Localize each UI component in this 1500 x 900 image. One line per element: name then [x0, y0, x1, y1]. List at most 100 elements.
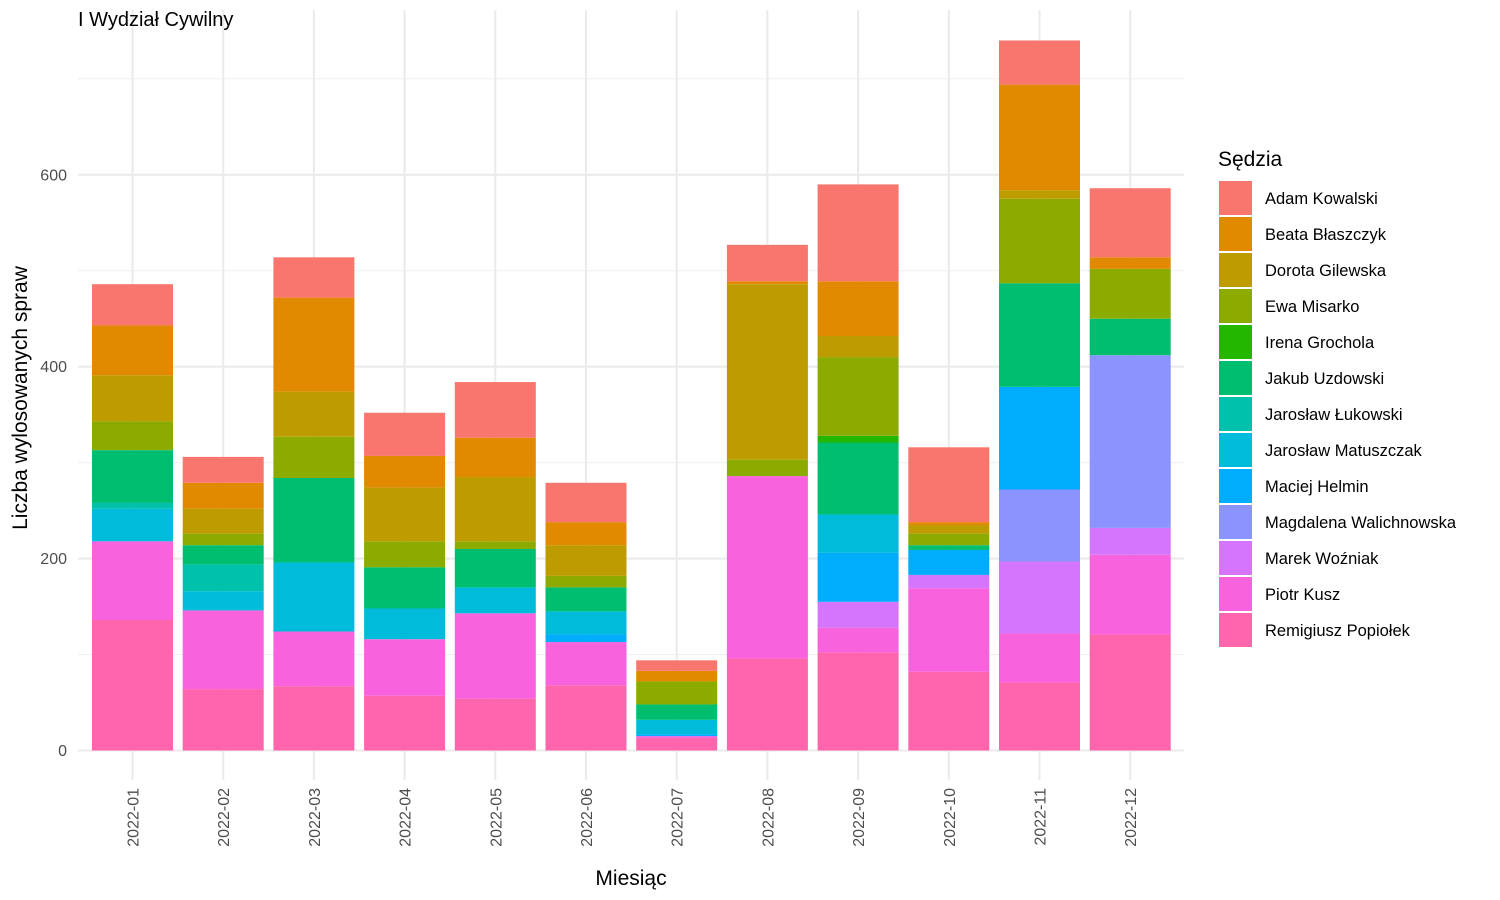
legend-label: Irena Grochola [1265, 334, 1375, 352]
bar-segment: 2022-10 – Marek Woźniak: 14 [908, 574, 990, 589]
bar-segment: 2022-03 – Piotr Kusz: 57 [273, 631, 355, 687]
bar-segment: 2022-12 – Magdalena Walichnowska: 180 [1089, 355, 1171, 528]
bar-segment: 2022-11 – Ewa Misarko: 88 [999, 198, 1080, 284]
bar-segment: 2022-07 – Piotr Kusz: 2 [636, 736, 718, 739]
bar-segment: 2022-10 – Dorota Gilewska: 9 [908, 525, 990, 534]
legend-label: Ewa Misarko [1265, 298, 1359, 316]
legend-items: Adam Kowalski Beata Błaszczyk Dorota Gilew… [1219, 181, 1457, 647]
bar-segment: 2022-08 – Adam Kowalski: 38 [726, 244, 808, 282]
bar-segment: 2022-09 – Dorota Gilewska: 22 [817, 335, 899, 358]
x-tick-label: 2022-02 [216, 788, 233, 847]
bar-segment: 2022-03 – Jarosław Matuszczak: 72 [273, 562, 355, 632]
y-tick-label: 600 [40, 167, 67, 184]
legend-label: Adam Kowalski [1265, 190, 1378, 208]
bar-segment: 2022-09 – Maciej Helmin: 51 [817, 552, 899, 602]
bar-segment: 2022-05 – Dorota Gilewska: 67 [454, 477, 536, 542]
bar-segment: 2022-05 – Jakub Uzdowski: 40 [454, 549, 536, 588]
bar-segment: 2022-04 – Remigiusz Popiołek: 57 [364, 695, 446, 751]
y-tick-label: 400 [40, 359, 67, 376]
bar-segment: 2022-02 – Dorota Gilewska: 26 [182, 508, 264, 534]
bar-segment: 2022-05 – Ewa Misarko: 8 [454, 541, 536, 550]
bar-segment: 2022-04 – Adam Kowalski: 45 [364, 412, 446, 456]
y-tick-label: 0 [58, 743, 67, 760]
bar-segment: 2022-01 – Ewa Misarko: 30 [92, 421, 173, 451]
bar-segment: 2022-09 – Jarosław Matuszczak: 40 [817, 514, 899, 553]
legend-label: Piotr Kusz [1265, 586, 1340, 604]
bar-segment: 2022-10 – Jakub Uzdowski: 5 [908, 545, 990, 550]
bar-segment: 2022-09 – Adam Kowalski: 101 [817, 184, 899, 282]
bar-segment: 2022-01 – Dorota Gilewska: 48 [92, 375, 173, 422]
legend-label: Remigiusz Popiołek [1265, 622, 1411, 640]
bar-segment: 2022-11 – Maciej Helmin: 107 [999, 386, 1080, 490]
legend-label: Jarosław Matuszczak [1265, 442, 1423, 460]
bar-segment: 2022-01 – Jarosław Matuszczak: 34 [92, 508, 173, 542]
legend-label: Magdalena Walichnowska [1265, 514, 1457, 532]
bar-segment: 2022-09 – Jakub Uzdowski: 75 [817, 442, 899, 515]
bar-segment: 2022-10 – Adam Kowalski: 78 [908, 447, 990, 523]
bar-segment: 2022-04 – Jakub Uzdowski: 43 [364, 567, 446, 609]
bar-segment: 2022-12 – Adam Kowalski: 72 [1089, 188, 1171, 258]
bar-segment: 2022-02 – Jakub Uzdowski: 20 [182, 545, 264, 565]
bar-segment: 2022-05 – Piotr Kusz: 89 [454, 613, 536, 699]
y-tick-label: 200 [40, 551, 67, 568]
bar-segment: 2022-04 – Ewa Misarko: 27 [364, 541, 446, 568]
bar-segment: 2022-07 – Adam Kowalski: 11 [636, 660, 718, 671]
chart-title: I Wydział Cywilny [78, 9, 233, 31]
bar-segment: 2022-04 – Beata Błaszczyk: 33 [364, 455, 446, 488]
bar-segment: 2022-01 – Piotr Kusz: 82 [92, 541, 173, 621]
bar-segment: 2022-12 – Remigiusz Popiołek: 121 [1089, 634, 1171, 751]
x-tick-label: 2022-10 [942, 788, 959, 847]
bar-segment: 2022-10 – Ewa Misarko: 12 [908, 533, 990, 546]
bar-segment: 2022-06 – Piotr Kusz: 45 [545, 642, 627, 686]
bar-segment: 2022-10 – Maciej Helmin: 26 [908, 549, 990, 575]
bar-segment: 2022-01 – Jarosław Łukowski: 6 [92, 502, 173, 509]
bar-segment: 2022-06 – Beata Błaszczyk: 24 [545, 522, 627, 546]
bar-segment: 2022-02 – Jarosław Łukowski: 28 [182, 564, 264, 592]
bar-segment: 2022-09 – Marek Woźniak: 27 [817, 601, 899, 628]
y-axis-ticks: 0 200 400 600 [40, 167, 67, 760]
bar-segment: 2022-07 – Maciej Helmin: 2 [636, 734, 718, 737]
x-tick-label: 2022-05 [488, 788, 505, 847]
bar-segment: 2022-11 – Magdalena Walichnowska: 75 [999, 489, 1080, 562]
bar-segment: 2022-01 – Remigiusz Popiołek: 136 [92, 620, 173, 751]
x-tick-label: 2022-04 [398, 788, 415, 847]
bar-segment: 2022-02 – Remigiusz Popiołek: 64 [182, 689, 264, 751]
x-tick-label: 2022-12 [1123, 788, 1140, 847]
bar-segment: 2022-07 – Beata Błaszczyk: 11 [636, 670, 718, 682]
bar-segment: 2022-11 – Beata Błaszczyk: 110 [999, 84, 1080, 191]
x-tick-label: 2022-07 [670, 788, 687, 847]
bar-segment: 2022-07 – Ewa Misarko: 24 [636, 681, 718, 705]
bar-segment: 2022-03 – Dorota Gilewska: 47 [273, 391, 355, 437]
legend-swatch [1219, 397, 1252, 431]
bar-segment: 2022-01 – Beata Błaszczyk: 52 [92, 325, 173, 376]
bar-segment: 2022-11 – Adam Kowalski: 46 [999, 40, 1080, 85]
bar-segment: 2022-08 – Ewa Misarko: 17 [726, 459, 808, 477]
bar-segment: 2022-04 – Piotr Kusz: 59 [364, 639, 446, 696]
legend-swatch [1219, 505, 1252, 539]
legend-swatch [1219, 613, 1252, 647]
bar-segment: 2022-09 – Piotr Kusz: 26 [817, 627, 899, 653]
bar-segment: 2022-12 – Piotr Kusz: 83 [1089, 554, 1171, 635]
bar-segment: 2022-06 – Remigiusz Popiołek: 68 [545, 685, 627, 751]
bar-segment: 2022-11 – Dorota Gilewska: 9 [999, 190, 1080, 199]
legend-label: Jakub Uzdowski [1265, 370, 1384, 388]
bar-segment: 2022-12 – Beata Błaszczyk: 12 [1089, 257, 1171, 269]
bar-segment: 2022-02 – Beata Błaszczyk: 27 [182, 482, 264, 509]
x-axis-title: Miesiąc [595, 867, 666, 890]
y-axis-title: Liczba wylosowanych spraw [9, 265, 32, 530]
bar-segment: 2022-11 – Piotr Kusz: 51 [999, 633, 1080, 683]
bar-segment: 2022-02 – Ewa Misarko: 12 [182, 533, 264, 546]
legend-swatch [1219, 361, 1252, 395]
legend-swatch [1219, 433, 1252, 467]
bar-segment: 2022-07 – Jakub Uzdowski: 16 [636, 704, 718, 720]
bar-segment: 2022-06 – Ewa Misarko: 12 [545, 575, 627, 588]
bar-segment: 2022-09 – Irena Grochola: 7 [817, 435, 899, 443]
legend-swatch [1219, 325, 1252, 359]
bar-segment: 2022-03 – Beata Błaszczyk: 98 [273, 297, 355, 392]
bar-segment: 2022-09 – Remigiusz Popiołek: 102 [817, 652, 899, 751]
x-tick-label: 2022-08 [760, 788, 777, 847]
bar-segment: 2022-06 – Dorota Gilewska: 32 [545, 545, 627, 576]
bar-segment: 2022-05 – Remigiusz Popiołek: 54 [454, 698, 536, 751]
bar-segment: 2022-11 – Marek Woźniak: 75 [999, 561, 1080, 634]
